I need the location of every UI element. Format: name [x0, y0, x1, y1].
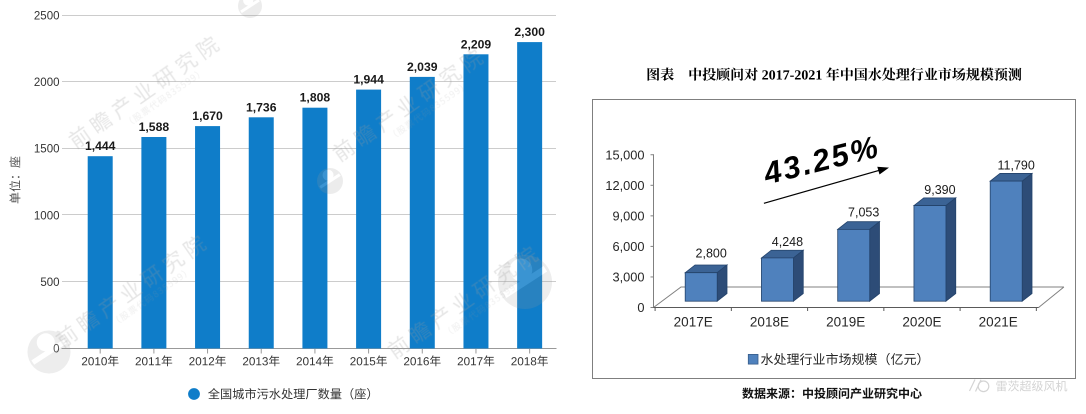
- svg-text:2021E: 2021E: [979, 315, 1018, 330]
- svg-text:43.25%: 43.25%: [759, 129, 883, 192]
- svg-text:15,000: 15,000: [605, 147, 644, 162]
- svg-text:4,248: 4,248: [772, 235, 803, 249]
- svg-text:1,588: 1,588: [139, 120, 170, 134]
- svg-text:1,808: 1,808: [300, 91, 331, 105]
- svg-text:1000: 1000: [34, 210, 60, 222]
- svg-text:9,000: 9,000: [612, 209, 644, 224]
- svg-text:2,209: 2,209: [461, 37, 492, 51]
- svg-text:0: 0: [53, 344, 59, 356]
- svg-text:2020E: 2020E: [902, 315, 941, 330]
- svg-text:2,800: 2,800: [696, 247, 727, 261]
- svg-text:11,790: 11,790: [998, 158, 1035, 172]
- svg-text:2017E: 2017E: [674, 315, 713, 330]
- svg-text:500: 500: [40, 277, 59, 289]
- svg-text:6,000: 6,000: [612, 239, 644, 254]
- svg-text:9,390: 9,390: [924, 183, 955, 197]
- svg-text:1,444: 1,444: [85, 139, 116, 153]
- svg-text:1,670: 1,670: [192, 109, 223, 123]
- svg-text:1500: 1500: [34, 144, 60, 156]
- svg-text:2000: 2000: [34, 77, 60, 89]
- svg-text:2500: 2500: [34, 11, 60, 23]
- svg-text:2,300: 2,300: [514, 25, 545, 39]
- svg-text:12,000: 12,000: [605, 178, 644, 193]
- svg-text:1,944: 1,944: [353, 73, 384, 87]
- svg-text:3,000: 3,000: [612, 270, 644, 285]
- svg-text:1,736: 1,736: [246, 100, 277, 114]
- svg-text:7,053: 7,053: [848, 206, 879, 220]
- svg-text:2,039: 2,039: [407, 60, 438, 74]
- svg-text:0: 0: [637, 300, 644, 315]
- svg-text:2018E: 2018E: [750, 315, 789, 330]
- svg-text:2019E: 2019E: [826, 315, 865, 330]
